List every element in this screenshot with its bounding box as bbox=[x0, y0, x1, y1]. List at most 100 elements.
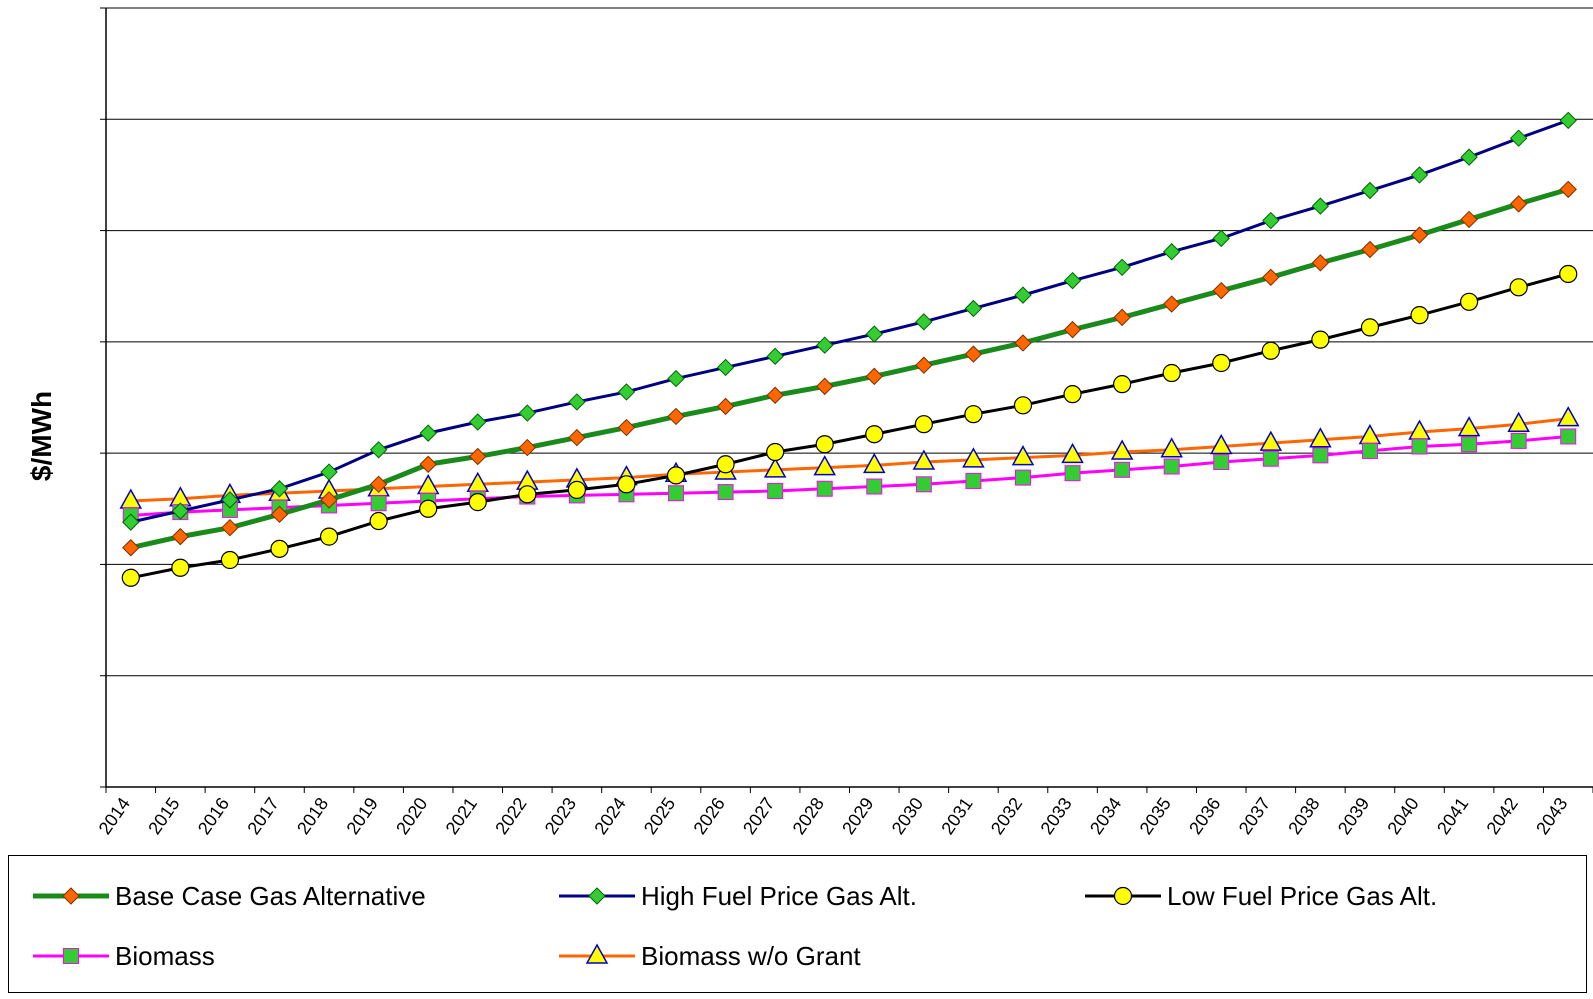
x-tick-label: 2042 bbox=[1483, 794, 1522, 838]
legend-label: High Fuel Price Gas Alt. bbox=[641, 880, 917, 911]
legend-item: Base Case Gas Alternative bbox=[31, 876, 426, 916]
data-point bbox=[1061, 442, 1084, 464]
data-point bbox=[962, 447, 985, 468]
data-point bbox=[468, 493, 487, 512]
x-tick-label: 2015 bbox=[144, 794, 183, 838]
data-point bbox=[1509, 278, 1528, 297]
series-5 bbox=[119, 406, 1580, 509]
data-point bbox=[1560, 428, 1577, 445]
series-line bbox=[130, 272, 1569, 580]
data-point bbox=[766, 442, 785, 462]
data-point bbox=[221, 491, 239, 509]
gridlines bbox=[100, 7, 1593, 788]
series-line bbox=[130, 186, 1569, 551]
x-tick-label: 2027 bbox=[739, 794, 778, 838]
data-point bbox=[912, 449, 936, 470]
data-point bbox=[568, 393, 586, 411]
series-4 bbox=[122, 428, 1577, 524]
data-point bbox=[518, 438, 537, 457]
data-point bbox=[1113, 308, 1131, 327]
legend-label: Low Fuel Price Gas Alt. bbox=[1167, 880, 1438, 911]
data-point bbox=[1411, 438, 1428, 455]
x-tick-label: 2031 bbox=[937, 794, 976, 838]
data-point bbox=[816, 377, 834, 396]
legend-label: Biomass bbox=[115, 940, 215, 971]
data-point bbox=[419, 499, 438, 518]
x-tick-label: 2016 bbox=[194, 794, 233, 838]
legend-item: Low Fuel Price Gas Alt. bbox=[1083, 876, 1437, 916]
x-tick-label: 2036 bbox=[1185, 794, 1224, 838]
data-point bbox=[1162, 363, 1181, 383]
data-point bbox=[815, 435, 834, 454]
data-point bbox=[1360, 318, 1380, 337]
data-point bbox=[1408, 419, 1431, 440]
data-point bbox=[518, 404, 537, 422]
legend-swatch bbox=[559, 943, 635, 964]
data-point bbox=[119, 488, 143, 509]
data-point bbox=[369, 441, 388, 459]
data-point bbox=[1361, 442, 1378, 459]
data-point bbox=[1460, 148, 1478, 166]
x-tick-label: 2043 bbox=[1532, 794, 1571, 838]
legend-swatch bbox=[33, 948, 109, 964]
x-tick-label: 2032 bbox=[987, 794, 1026, 838]
data-point bbox=[171, 527, 190, 546]
data-point bbox=[469, 413, 487, 431]
data-point bbox=[1212, 281, 1230, 300]
data-point bbox=[1261, 341, 1280, 360]
data-point bbox=[915, 476, 932, 493]
legend-item: Biomass w/o Grant bbox=[557, 936, 861, 976]
data-point bbox=[1160, 437, 1183, 458]
data-point bbox=[1361, 181, 1379, 200]
data-point bbox=[1459, 292, 1479, 311]
legend-marker bbox=[63, 948, 79, 964]
data-point bbox=[716, 358, 735, 377]
x-tick-label: 2018 bbox=[293, 794, 332, 838]
legend-marker bbox=[62, 887, 80, 905]
data-point bbox=[865, 325, 883, 343]
data-point bbox=[1510, 432, 1527, 449]
y-axis-title-text: $/MWh bbox=[26, 390, 57, 482]
data-point bbox=[1507, 411, 1530, 432]
data-point bbox=[1309, 427, 1332, 448]
data-point bbox=[865, 367, 883, 386]
legend-item: High Fuel Price Gas Alt. bbox=[557, 876, 917, 916]
data-point bbox=[416, 473, 440, 495]
data-point bbox=[1259, 430, 1283, 451]
data-point bbox=[171, 558, 190, 577]
data-point bbox=[915, 356, 933, 374]
data-point bbox=[1014, 469, 1031, 486]
data-point bbox=[567, 480, 586, 499]
data-point bbox=[667, 407, 685, 426]
x-tick-label: 2038 bbox=[1284, 794, 1323, 838]
data-point bbox=[1262, 211, 1280, 230]
data-point bbox=[1311, 330, 1330, 349]
x-tick-label: 2017 bbox=[243, 794, 282, 838]
x-tick-label: 2039 bbox=[1334, 794, 1373, 838]
data-point bbox=[964, 405, 983, 424]
data-point bbox=[1063, 320, 1082, 339]
data-point bbox=[767, 482, 784, 499]
legend-marker bbox=[1113, 886, 1133, 906]
x-tick-label: 2024 bbox=[590, 794, 629, 838]
data-point bbox=[915, 313, 933, 331]
data-point bbox=[1011, 445, 1035, 466]
x-tick-label: 2040 bbox=[1383, 794, 1422, 838]
data-point bbox=[1213, 454, 1230, 471]
data-point bbox=[965, 472, 982, 489]
legend-swatch bbox=[1085, 886, 1161, 906]
series-line bbox=[130, 118, 1569, 524]
data-point bbox=[1114, 461, 1131, 478]
x-tick-label: 2041 bbox=[1433, 794, 1472, 838]
data-point bbox=[1262, 268, 1280, 287]
data-point bbox=[122, 539, 140, 557]
data-point bbox=[369, 475, 388, 494]
data-point bbox=[320, 463, 338, 481]
data-point bbox=[1014, 334, 1032, 352]
x-tick-label: 2021 bbox=[442, 794, 481, 838]
data-point bbox=[716, 455, 735, 474]
data-point bbox=[863, 452, 886, 474]
data-point bbox=[668, 485, 685, 502]
data-point bbox=[220, 550, 240, 570]
data-point bbox=[816, 480, 833, 497]
